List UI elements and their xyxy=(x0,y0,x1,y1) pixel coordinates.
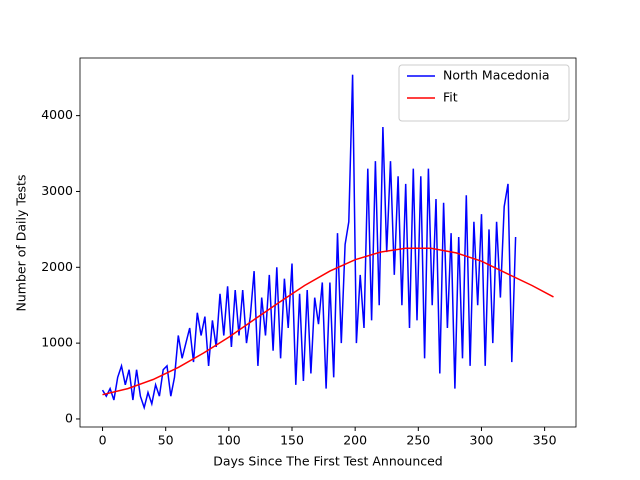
series-line xyxy=(101,74,517,411)
legend-label: Fit xyxy=(443,90,458,105)
y-tick-label: 0 xyxy=(65,410,73,425)
x-tick-label: 0 xyxy=(99,433,107,448)
x-tick-label: 350 xyxy=(533,433,557,448)
legend-label: North Macedonia xyxy=(443,68,550,83)
y-tick-label: 2000 xyxy=(41,259,73,274)
y-tick-label: 4000 xyxy=(41,107,73,122)
x-tick-label: 100 xyxy=(217,433,241,448)
y-tick-label: 1000 xyxy=(41,335,73,350)
x-tick-label: 250 xyxy=(406,433,430,448)
series-line xyxy=(102,247,554,396)
x-tick-label: 200 xyxy=(343,433,367,448)
x-tick-label: 300 xyxy=(470,433,494,448)
x-tick-label: 50 xyxy=(158,433,174,448)
x-tick-label: 150 xyxy=(280,433,304,448)
legend-box xyxy=(398,64,570,122)
axes-frame xyxy=(79,57,577,428)
x-axis-label: Days Since The First Test Announced xyxy=(213,454,443,469)
y-tick-label: 3000 xyxy=(41,183,73,198)
y-axis-label: Number of Daily Tests xyxy=(14,175,29,312)
